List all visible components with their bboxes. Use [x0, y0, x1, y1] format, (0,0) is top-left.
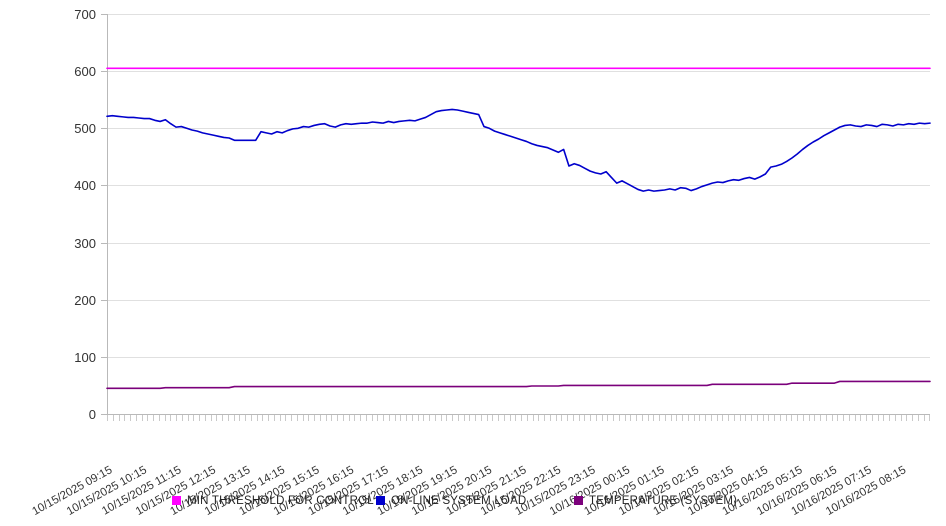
x-axis-group: [107, 414, 930, 421]
series-group: [106, 67, 931, 390]
y-tick-label: 500: [74, 121, 96, 136]
y-tick-label: 0: [89, 407, 96, 422]
legend-label: TEMPERATURE (SYSTEM): [589, 495, 737, 507]
y-tick-label: 600: [74, 64, 96, 79]
legend-label: ON-LINE SYSTEM LOAD: [391, 495, 526, 507]
legend-swatch: [574, 496, 583, 505]
legend-swatch: [376, 496, 385, 505]
gridlines-group: [107, 14, 930, 358]
series-line: [106, 380, 931, 390]
y-axis-group: 0 100 200 300 400 500 600 700: [74, 7, 108, 422]
series-line: [106, 108, 931, 192]
legend-swatch: [172, 496, 181, 505]
y-tick-label: 100: [74, 350, 96, 365]
legend-label: MIN THRESHOLD FOR CONTROL: [187, 495, 374, 507]
y-tick-label: 400: [74, 178, 96, 193]
y-tick-label: 700: [74, 7, 96, 22]
y-tick-label: 300: [74, 236, 96, 251]
chart-legend: MIN THRESHOLD FOR CONTROL ON-LINE SYSTEM …: [172, 495, 737, 507]
y-tick-label: 200: [74, 293, 96, 308]
